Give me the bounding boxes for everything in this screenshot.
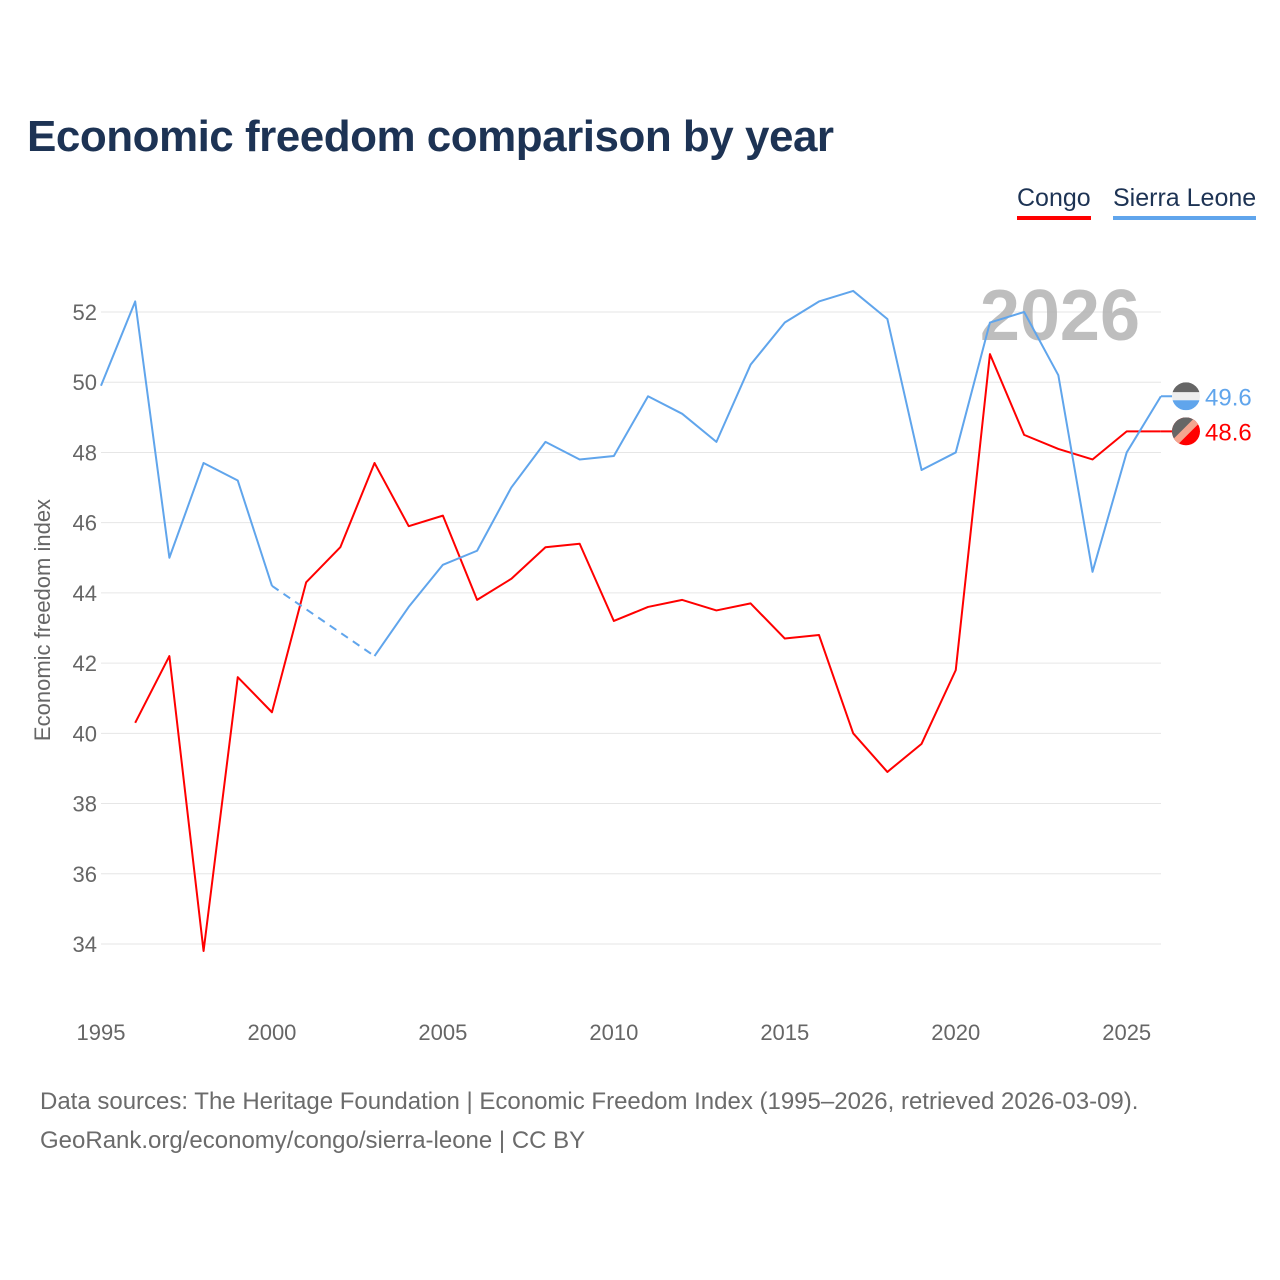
y-tick-label: 44 [73,581,97,606]
legend-item-congo[interactable]: Congo [1017,184,1091,220]
y-tick-label: 50 [73,370,97,395]
x-tick-label: 2000 [247,1020,296,1045]
flag-fill [1172,382,1200,411]
end-value-label-sierra-leone: 49.6 [1205,384,1252,411]
y-tick-label: 48 [73,440,97,465]
x-tick-label: 2005 [418,1020,467,1045]
y-tick-label: 40 [73,721,97,746]
flag-icon-sierra-leone [1172,382,1200,411]
legend-item-sierra-leone[interactable]: Sierra Leone [1113,184,1257,220]
series-line-sierra-leone [373,289,1162,657]
gap-line-sierra-leone [271,585,376,657]
y-tick-label: 52 [73,300,97,325]
y-axis-label: Economic freedom index [30,499,55,741]
flag-stripe [1172,400,1200,411]
chart-title: Economic freedom comparison by year [27,112,834,161]
x-tick-label: 2010 [589,1020,638,1045]
flag-icon-congo [1172,417,1200,446]
y-tick-label: 36 [73,862,97,887]
y-tick-label: 34 [73,932,97,957]
x-tick-label: 2020 [931,1020,980,1045]
end-value-label-congo: 48.6 [1205,419,1252,446]
series-line-sierra-leone [100,300,273,587]
x-tick-label: 1995 [77,1020,126,1045]
y-tick-label: 38 [73,792,97,817]
footer-sources: Data sources: The Heritage Foundation | … [40,1088,1139,1115]
x-tick-label: 2025 [1102,1020,1151,1045]
flag-fill [1172,417,1200,446]
y-tick-label: 46 [73,511,97,536]
flag-stripe [1172,392,1200,401]
flag-stripe [1172,382,1200,393]
year-watermark: 2026 [980,276,1140,356]
series-line-congo [134,353,1161,953]
footer-attribution[interactable]: GeoRank.org/economy/congo/sierra-leone |… [40,1127,586,1154]
y-tick-label: 42 [73,651,97,676]
x-tick-label: 2015 [760,1020,809,1045]
